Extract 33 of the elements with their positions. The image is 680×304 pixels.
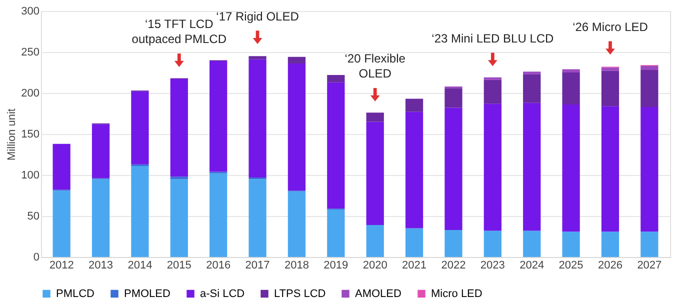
x-tick-label: 2017 xyxy=(245,260,270,272)
x-tick-label: 2018 xyxy=(284,260,309,272)
annotation: ‘20 Flexible OLED xyxy=(344,52,406,81)
y-tick-label: 0 xyxy=(33,252,40,264)
legend-label: PMLCD xyxy=(56,288,95,300)
y-tick-label: 150 xyxy=(21,128,40,140)
y-axis-title: Million unit xyxy=(6,108,18,160)
x-tick-label: 2021 xyxy=(402,260,427,272)
y-tick-label: 300 xyxy=(21,6,40,18)
legend-label: PMOLED xyxy=(124,288,171,300)
x-tick-label: 2026 xyxy=(598,260,622,272)
x-tick-label: 2022 xyxy=(441,260,466,272)
annotation: ‘26 Micro LED xyxy=(572,20,648,34)
x-tick-label: 2027 xyxy=(637,260,662,272)
x-tick-label: 2016 xyxy=(206,260,231,272)
y-tick-label: 100 xyxy=(21,170,40,182)
x-tick-label: 2014 xyxy=(128,260,152,272)
legend-label: AMOLED xyxy=(355,288,402,300)
x-tick-label: 2015 xyxy=(166,260,192,272)
legend-label: a-Si LCD xyxy=(200,288,245,300)
y-tick-label: 200 xyxy=(21,88,40,100)
x-tick-label: 2013 xyxy=(88,260,114,272)
y-tick-label: 250 xyxy=(21,46,40,58)
x-tick-label: 2025 xyxy=(558,260,584,272)
x-tick-label: 2012 xyxy=(49,260,74,272)
x-tick-label: 2020 xyxy=(362,260,388,272)
legend-label: LTPS LCD xyxy=(274,288,326,300)
legend-label: Micro LED xyxy=(431,288,482,300)
x-tick-label: 2024 xyxy=(520,260,544,272)
annotation: ‘23 Mini LED BLU LCD xyxy=(432,31,554,46)
x-tick-label: 2019 xyxy=(324,260,348,272)
x-tick-label: 2023 xyxy=(480,260,505,272)
y-tick-label: 50 xyxy=(27,210,40,222)
